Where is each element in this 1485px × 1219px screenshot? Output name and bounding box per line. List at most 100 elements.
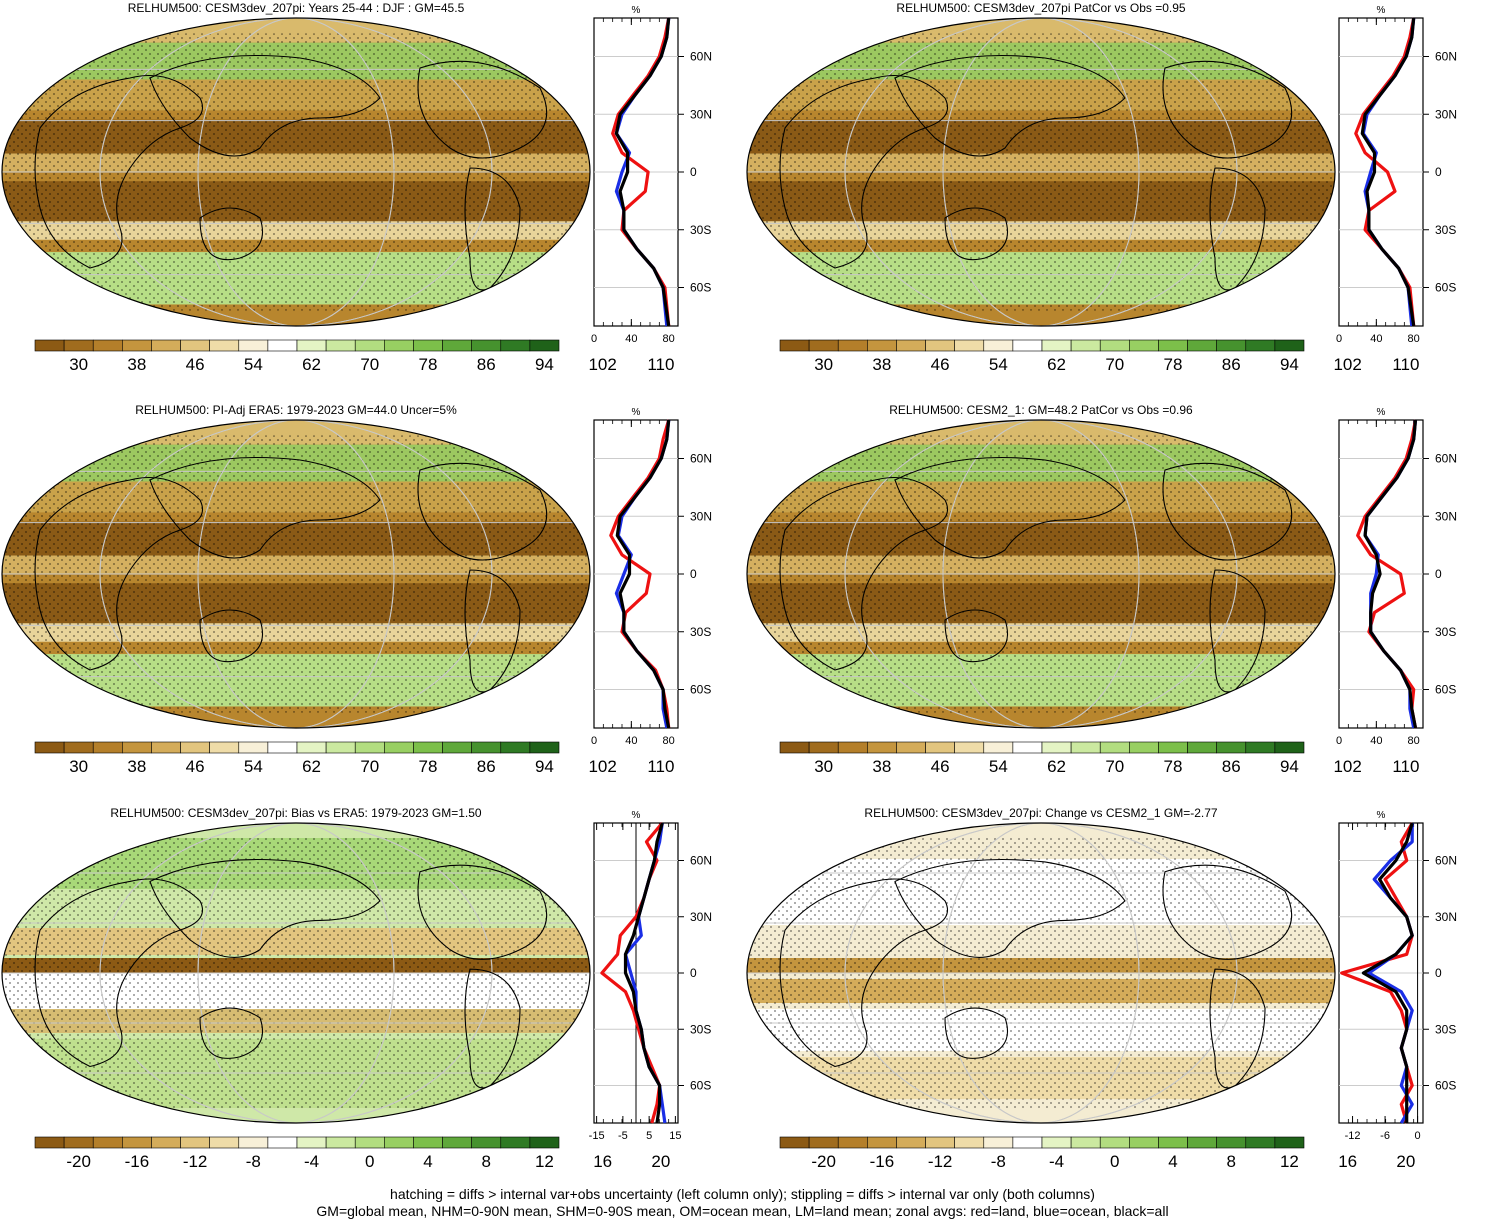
colorbar-label: 86 xyxy=(477,355,496,374)
colorbar-label: 54 xyxy=(989,355,1008,374)
colorbar-swatch xyxy=(151,1136,181,1149)
map-coastline xyxy=(944,1007,1009,1059)
colorbar-label: 30 xyxy=(69,757,88,776)
map-coastline xyxy=(779,878,949,1068)
zonal-x-tick-label: -6 xyxy=(1380,1130,1390,1142)
colorbar-swatch xyxy=(209,1136,240,1149)
colorbar-swatch xyxy=(1041,741,1072,754)
map-meridian xyxy=(942,420,1140,728)
zonal-x-tick-label: 0 xyxy=(1415,1130,1421,1142)
panel-title: RELHUM500: CESM3dev_207pi: Change vs CES… xyxy=(864,806,1218,820)
zonal-x-tick-label: 0 xyxy=(1336,333,1342,345)
colorbar-label: 70 xyxy=(360,757,379,776)
colorbar-label: 16 xyxy=(593,1152,612,1171)
colorbar-label: 86 xyxy=(1222,757,1241,776)
map-meridian xyxy=(197,420,395,728)
colorbar-swatch xyxy=(267,1136,298,1149)
colorbar-swatch xyxy=(925,339,955,352)
zonal-x-tick-label: 40 xyxy=(1370,735,1382,747)
colorbar-swatch xyxy=(34,741,65,754)
map-meridian xyxy=(942,18,1140,326)
colorbar-swatch xyxy=(529,1136,560,1149)
colorbar-swatch xyxy=(34,339,65,352)
panel-title: RELHUM500: PI-Adj ERA5: 1979-2023 GM=44.… xyxy=(135,403,457,417)
map-meridian xyxy=(197,18,395,326)
zonal-x-tick-label: 80 xyxy=(663,333,675,345)
colorbar-label: 70 xyxy=(360,355,379,374)
colorbar-swatch xyxy=(500,741,531,754)
zonal-x-tick-label: 5 xyxy=(646,1130,652,1142)
panel-graphics: -20 -16 -12 -8 -4 0 4 8 12 16 20% 60N 30N 0 30S 60S -15 -… xyxy=(1,810,712,1171)
map-field xyxy=(747,823,1335,1123)
map-field xyxy=(2,823,590,1123)
zonal-unit-label: % xyxy=(1377,407,1386,418)
colorbar-swatch xyxy=(92,339,123,352)
colorbar-swatch xyxy=(471,339,502,352)
zonal-y-tick-label: 30S xyxy=(1435,625,1456,639)
colorbar-swatch xyxy=(1070,339,1101,352)
zonal-y-tick-label: 30S xyxy=(690,1022,711,1036)
zonal-y-tick-label: 30N xyxy=(690,509,712,523)
colorbar-swatch xyxy=(779,1136,810,1149)
map-outline xyxy=(746,822,1336,1124)
colorbar-label: 46 xyxy=(186,757,205,776)
colorbar-swatch xyxy=(238,1136,269,1149)
colorbar-label: -4 xyxy=(1049,1152,1064,1171)
zonal-y-tick-label: 60N xyxy=(1435,50,1457,64)
map-coastline xyxy=(34,476,204,671)
zonal-x-tick-label: 0 xyxy=(591,735,597,747)
colorbar-swatch xyxy=(808,1136,839,1149)
map-coastline xyxy=(894,54,1126,157)
zonal-unit-label: % xyxy=(632,810,641,821)
colorbar-label: 38 xyxy=(872,355,891,374)
colorbar-swatch xyxy=(500,339,531,352)
zonal-y-tick-label: 30N xyxy=(1435,910,1457,924)
zonal-unit-label: % xyxy=(632,407,641,418)
colorbar-label: 46 xyxy=(931,355,950,374)
colorbar-swatch xyxy=(1070,741,1101,754)
map-coastline xyxy=(1162,462,1293,561)
colorbar-swatch xyxy=(92,1136,123,1149)
colorbar-label: 30 xyxy=(814,355,833,374)
colorbar-swatch xyxy=(808,339,839,352)
panel-graphics: 30 38 46 54 62 70 78 86 94 102 110% 60N 30N 0 30S 60S 0 4… xyxy=(746,407,1457,776)
zonal-y-tick-label: 60N xyxy=(690,50,712,64)
map-meridian xyxy=(942,823,1140,1123)
colorbar-swatch xyxy=(413,741,443,754)
zonal-y-tick-label: 0 xyxy=(690,567,697,581)
map-coastline xyxy=(779,74,949,269)
colorbar-label: 94 xyxy=(1280,757,1299,776)
map-coastline xyxy=(149,859,381,958)
map-coastline xyxy=(894,456,1126,559)
colorbar-swatch xyxy=(384,339,414,352)
map-coastline xyxy=(34,878,204,1068)
colorbar-label: 12 xyxy=(1280,1152,1299,1171)
colorbar-swatch xyxy=(837,741,868,754)
panel-title: RELHUM500: CESM3dev_207pi: Bias vs ERA5:… xyxy=(110,806,482,820)
colorbar-swatch xyxy=(1099,741,1130,754)
colorbar-swatch xyxy=(896,339,926,352)
colorbar-swatch xyxy=(1129,339,1159,352)
colorbar-label: 94 xyxy=(535,355,554,374)
colorbar-label: 110 xyxy=(647,355,674,374)
map-coastline xyxy=(199,609,264,663)
colorbar-swatch xyxy=(983,1136,1014,1149)
colorbar-swatch xyxy=(954,339,985,352)
colorbar-swatch xyxy=(867,339,897,352)
colorbar-swatch xyxy=(1274,1136,1305,1149)
colorbar-label: -16 xyxy=(125,1152,150,1171)
colorbar-label: 54 xyxy=(989,757,1008,776)
map-coastline xyxy=(944,207,1009,261)
colorbar-swatch xyxy=(238,741,269,754)
colorbar-swatch xyxy=(1274,339,1305,352)
colorbar-swatch xyxy=(180,741,210,754)
colorbar-swatch xyxy=(1245,339,1276,352)
panel-cesm2-climatology: RELHUM500: CESM2_1: GM=48.2 PatCor vs Ob… xyxy=(745,402,1485,797)
colorbar-label: 62 xyxy=(1047,355,1066,374)
zonal-y-tick-label: 60S xyxy=(690,281,711,295)
map-outline xyxy=(1,419,591,729)
colorbar-swatch xyxy=(1158,741,1188,754)
zonal-y-tick-label: 30N xyxy=(1435,509,1457,523)
zonal-series-black xyxy=(1361,822,1414,1123)
zonal-x-tick-label: -15 xyxy=(589,1130,605,1142)
